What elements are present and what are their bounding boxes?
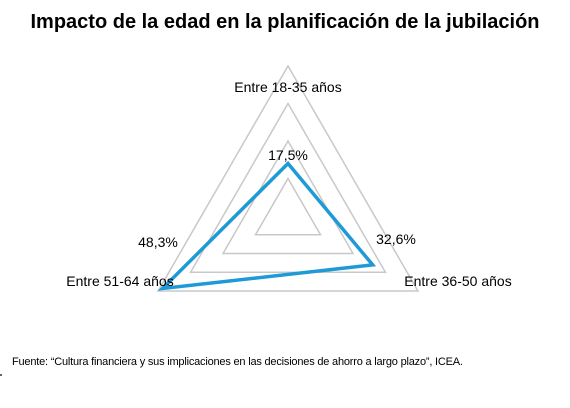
chart-title: Impacto de la edad en la planificación d… — [0, 10, 570, 35]
radar-chart: Entre 18-35 años Entre 36-50 años Entre 51… — [66, 64, 512, 292]
series-line — [157, 160, 377, 291]
category-label: Entre 36-50 años — [404, 273, 511, 289]
corner-dot — [0, 374, 2, 376]
category-label: Entre 51-64 años — [66, 273, 173, 289]
grid-ring — [156, 64, 420, 292]
source-note: Fuente: “Cultura financiera y sus implic… — [12, 356, 463, 368]
radar-labels: Entre 18-35 años Entre 36-50 años Entre 51… — [66, 79, 511, 289]
radar-series — [157, 160, 377, 291]
data-label: 17,5% — [268, 147, 308, 163]
data-label: 48,3% — [138, 234, 178, 250]
radar-grid — [156, 64, 420, 292]
grid-ring — [254, 176, 322, 236]
data-label: 32,6% — [376, 231, 416, 247]
grid-ring — [189, 101, 387, 274]
chart-title-text: Impacto de la edad en la planificación d… — [30, 11, 540, 33]
category-label: Entre 18-35 años — [234, 79, 341, 95]
